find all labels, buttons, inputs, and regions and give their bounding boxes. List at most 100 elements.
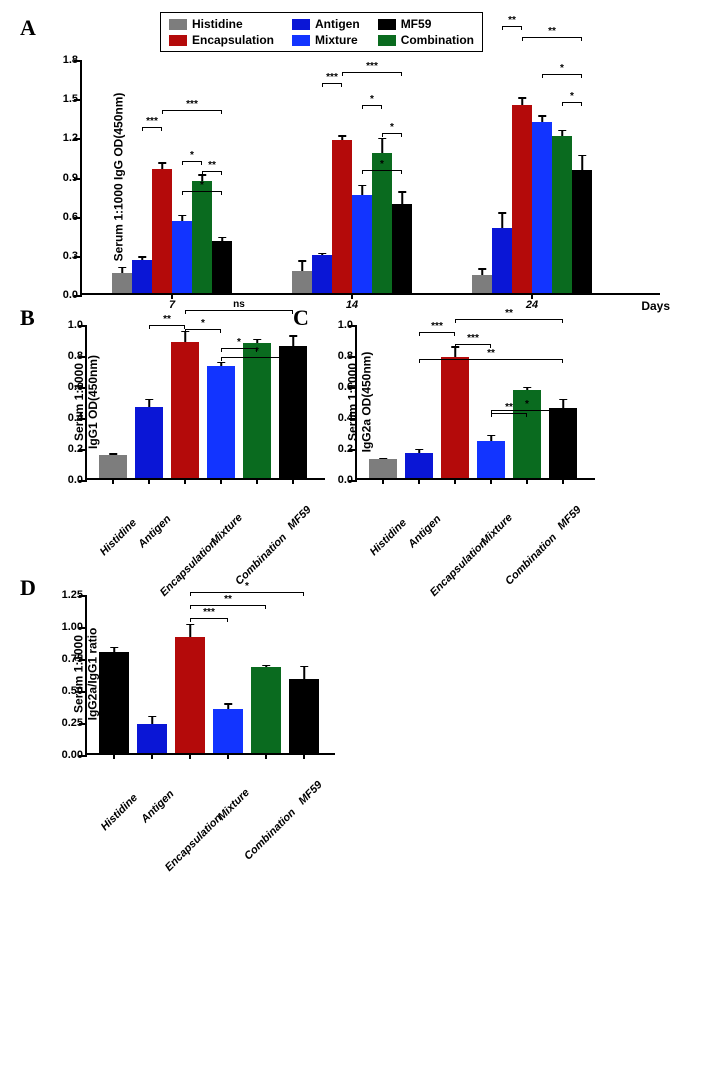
bar [441,357,469,478]
legend-label: Combination [401,33,474,47]
legend-swatch [292,19,310,30]
y-axis-title: Serum 1:1000IgG2a OD(450nm) [345,351,373,452]
bar [213,709,243,753]
y-tick-label: 1.8 [63,54,82,66]
significance-label: * [370,94,374,105]
panel-c-chart: 0.00.20.40.60.81.0Serum 1:1000IgG2a OD(4… [355,325,595,480]
significance-label: ns [233,299,245,310]
bar [552,136,572,293]
legend-label: Histidine [192,17,243,31]
bar [405,453,433,478]
significance-label: *** [431,321,443,332]
bar [352,195,372,293]
legend-item: MF59 [378,17,474,31]
x-tick-label: Encapsulation [163,812,225,874]
bar [572,170,592,293]
y-tick-label: 0.0 [68,474,87,486]
significance-label: *** [366,61,378,72]
significance-label: * [560,63,564,74]
y-axis-title: Serum 1:1000IgG2a/IgG1 ratio [71,628,99,721]
y-tick-label: 1.2 [63,132,82,144]
panel-d: D 0.000.250.500.751.001.25Serum 1:1000Ig… [85,595,698,755]
bar [532,122,552,293]
significance-label: * [190,150,194,161]
legend-item: Mixture [292,33,360,47]
x-tick-label: Histidine [98,517,139,558]
significance-label: * [245,581,249,592]
bar [243,343,271,478]
bar [99,455,127,478]
y-tick-label: 1.0 [68,319,87,331]
panel-a: A HistidineAntigenMF59EncapsulationMixtu… [80,60,698,295]
bar [132,260,152,293]
x-tick-label: Antigen [406,513,443,550]
bar [312,255,332,293]
significance-label: ** [548,26,556,37]
bar [192,181,212,293]
bar [549,408,577,478]
significance-label: * [255,346,259,357]
bar [372,153,392,293]
bar [172,221,192,293]
y-tick-label: 1.0 [338,319,357,331]
y-tick-label: 0.6 [63,211,82,223]
y-axis-title: Serum 1:1000 IgG OD(450nm) [111,92,125,261]
x-tick-label: 24 [526,299,538,311]
legend-label: Encapsulation [192,33,274,47]
legend-swatch [378,19,396,30]
significance-label: * [201,318,205,329]
legend-item: Histidine [169,17,274,31]
significance-label: * [390,122,394,133]
significance-label: * [237,337,241,348]
significance-label: * [200,180,204,191]
bar [369,459,397,478]
bar [171,342,199,478]
x-tick-label: Mixture [216,787,252,823]
bar [512,105,532,293]
significance-label: * [570,91,574,102]
bar [279,346,307,478]
y-tick-label: 0.9 [63,172,82,184]
panel-a-label: A [20,15,36,41]
bar [137,724,167,753]
x-tick-label: Mixture [479,512,515,548]
y-axis-title: Serum 1:1000IgG1 OD(450nm) [72,354,100,448]
bar [477,441,505,478]
y-tick-label: 0.3 [63,250,82,262]
bar [175,637,205,753]
panel-d-chart: 0.000.250.500.751.001.25Serum 1:1000IgG2… [85,595,335,755]
bar [112,273,132,293]
panel-b: B 0.00.20.40.60.81.0Serum 1:1000IgG1 OD(… [85,325,325,480]
figure: A HistidineAntigenMF59EncapsulationMixtu… [10,60,698,755]
significance-label: ** [487,348,495,359]
x-axis-title: Days [641,299,670,313]
panel-a-chart: 0.00.30.60.91.21.51.8Serum 1:1000 IgG OD… [80,60,660,295]
panel-c: C 0.00.20.40.60.81.0Serum 1:1000IgG2a OD… [355,325,595,480]
x-tick-label: Antigen [139,788,176,825]
significance-label: *** [467,333,479,344]
x-tick-label: Combination [233,532,289,588]
significance-label: ** [163,314,171,325]
bar [152,169,172,293]
x-tick-label: 7 [169,299,175,311]
bar [207,366,235,478]
y-tick-label: 0.0 [338,474,357,486]
legend: HistidineAntigenMF59EncapsulationMixture… [160,12,483,52]
significance-label: *** [326,72,338,83]
significance-label: ** [508,15,516,26]
y-tick-label: 1.5 [63,93,82,105]
bar [472,275,492,293]
x-tick-label: Mixture [209,512,245,548]
x-tick-label: 14 [346,299,358,311]
panel-c-label: C [293,305,309,331]
significance-label: ** [505,308,513,319]
bar [289,679,319,753]
bar [332,140,352,293]
x-tick-label: Histidine [368,517,409,558]
y-tick-label: 0.00 [62,749,87,761]
y-tick-label: 0.0 [63,289,82,301]
x-tick-label: Encapsulation [158,537,220,599]
legend-swatch [378,35,396,46]
x-tick-label: MF59 [555,504,583,532]
legend-label: Mixture [315,33,358,47]
